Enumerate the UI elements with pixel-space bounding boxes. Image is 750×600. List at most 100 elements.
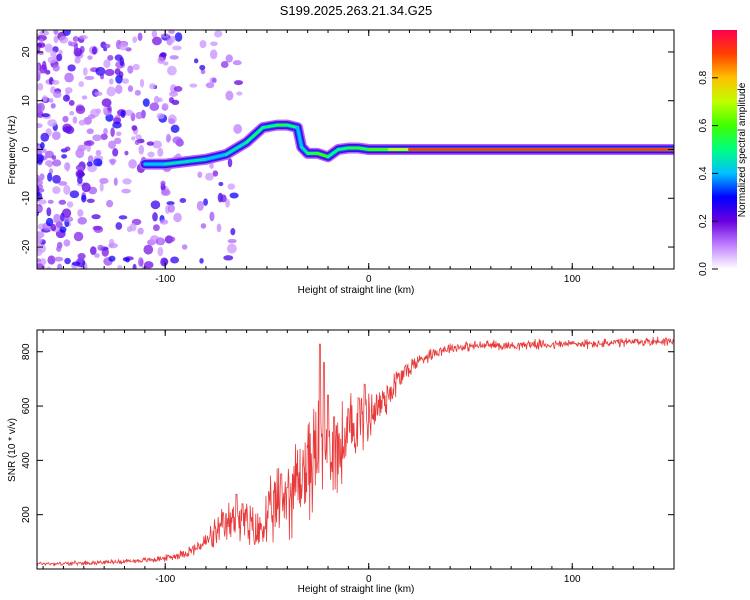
- noise-blob: [189, 83, 198, 88]
- noise-blob: [232, 60, 242, 66]
- noise-blob: [40, 142, 45, 150]
- noise-blob: [216, 223, 222, 233]
- noise-blob: [50, 103, 56, 109]
- noise-blob: [121, 78, 130, 84]
- noise-blob: [81, 194, 87, 203]
- spectrogram-ridge: [139, 119, 674, 170]
- snr-frame: [36, 329, 675, 570]
- noise-blob: [159, 219, 169, 225]
- noise-blob: [37, 185, 40, 195]
- noise-blob: [181, 244, 188, 250]
- noise-blob: [193, 58, 199, 64]
- noise-blob: [220, 60, 229, 69]
- ridge-segment: [336, 146, 350, 151]
- noise-blob: [115, 131, 122, 137]
- noise-blob: [160, 189, 171, 196]
- noise-blob: [38, 244, 46, 253]
- noise-blob: [204, 172, 214, 181]
- noise-blob: [62, 208, 72, 218]
- snr-x-tick-label: 100: [564, 574, 581, 585]
- noise-blob: [225, 198, 231, 208]
- noise-blob: [137, 32, 143, 41]
- noise-blob: [196, 200, 204, 211]
- noise-blob: [62, 115, 69, 123]
- spectrogram-noise-blobs: [37, 30, 244, 269]
- noise-blob: [52, 64, 60, 72]
- noise-blob: [146, 141, 154, 146]
- snr-y-tick-label: 400: [21, 452, 32, 469]
- noise-blob: [220, 194, 227, 203]
- noise-blob: [211, 77, 217, 83]
- noise-blob: [160, 257, 169, 267]
- noise-blob: [51, 159, 62, 167]
- colorbar-tick-label: 0.8: [698, 70, 709, 84]
- noise-blob: [82, 67, 88, 76]
- noise-blob: [63, 162, 71, 171]
- noise-blob: [86, 198, 95, 204]
- noise-blob: [131, 125, 138, 131]
- noise-blob: [127, 65, 134, 74]
- noise-blob: [212, 170, 219, 177]
- noise-blob: [153, 224, 160, 232]
- noise-blob: [46, 207, 52, 217]
- noise-blob: [152, 140, 162, 149]
- noise-blob: [50, 86, 56, 94]
- noise-blob: [227, 238, 237, 244]
- noise-blob: [199, 40, 207, 49]
- ridge-segment: [204, 152, 228, 161]
- noise-blob: [99, 177, 109, 184]
- noise-blob: [236, 91, 243, 96]
- noise-blob: [125, 257, 130, 263]
- noise-blob: [106, 199, 114, 208]
- noise-blob: [92, 134, 102, 142]
- spectrogram-x-ticks: -100 0 100: [42, 30, 675, 285]
- noise-blob: [157, 246, 164, 257]
- noise-blob: [118, 71, 124, 79]
- noise-blob: [58, 181, 68, 186]
- ridge-segment: [184, 157, 208, 164]
- ridge-segment: [316, 151, 330, 159]
- noise-blob: [233, 123, 243, 134]
- noise-blob: [86, 161, 93, 167]
- noise-blob: [128, 159, 137, 169]
- noise-blob: [71, 261, 81, 266]
- noise-blob: [143, 244, 154, 255]
- noise-blob: [139, 78, 145, 88]
- noise-blob: [157, 56, 165, 64]
- noise-blob: [209, 211, 215, 222]
- noise-blob: [72, 116, 78, 124]
- noise-blob: [78, 119, 86, 126]
- noise-blob: [84, 75, 95, 80]
- ridge-segment: [357, 146, 371, 151]
- noise-blob: [225, 54, 233, 63]
- noise-blob: [110, 127, 115, 138]
- noise-blob: [135, 111, 143, 120]
- noise-blob: [39, 30, 50, 36]
- noise-blob: [112, 148, 119, 157]
- noise-blob: [81, 95, 88, 100]
- noise-blob: [51, 155, 57, 160]
- snr-x-tick-label: -100: [155, 574, 175, 585]
- snr-y-tick-label: 200: [21, 506, 32, 523]
- noise-blob: [173, 85, 183, 92]
- noise-blob: [209, 49, 218, 60]
- noise-blob: [46, 266, 51, 269]
- noise-blob: [59, 226, 67, 233]
- noise-blob: [122, 178, 132, 185]
- noise-blob: [172, 136, 183, 144]
- noise-blob: [205, 82, 215, 89]
- noise-blob: [214, 30, 223, 38]
- noise-blob: [87, 55, 93, 60]
- noise-blob: [137, 257, 144, 267]
- noise-blob: [104, 68, 115, 77]
- noise-blob: [73, 43, 79, 53]
- colorbar-tick-label: 0.4: [698, 166, 709, 180]
- colorbar-bar: [712, 30, 737, 269]
- noise-blob: [157, 97, 163, 103]
- noise-blob: [113, 137, 122, 145]
- noise-blob: [166, 201, 175, 206]
- noise-blob: [64, 146, 71, 152]
- noise-blob: [64, 72, 74, 83]
- noise-blob: [169, 55, 179, 60]
